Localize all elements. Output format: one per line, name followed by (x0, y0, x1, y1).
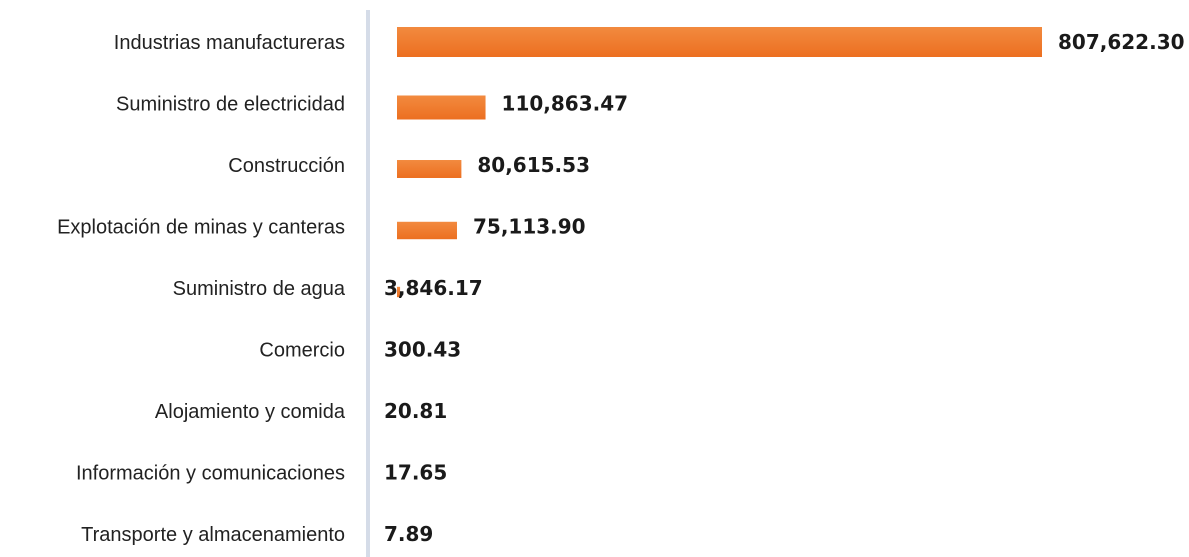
category-label: Explotación de minas y canteras (57, 217, 345, 239)
category-label: Construcción (228, 155, 345, 177)
category-label: Suministro de electricidad (116, 94, 345, 116)
category-label: Suministro de agua (173, 278, 346, 300)
bar (397, 160, 462, 178)
bar (397, 27, 1042, 57)
category-label: Alojamiento y comida (155, 401, 346, 423)
bar (397, 221, 457, 240)
category-label: Información y comunicaciones (76, 463, 345, 485)
value-label: 20.81 (384, 399, 447, 423)
value-label: 3,846.17 (384, 276, 483, 300)
value-label: 7.89 (384, 522, 433, 546)
value-label: 300.43 (384, 338, 461, 362)
value-label: 110,863.47 (502, 92, 629, 116)
category-label: Transporte y almacenamiento (81, 524, 345, 546)
value-label: 75,113.90 (473, 215, 586, 239)
bar (397, 286, 401, 298)
category-label: Industrias manufactureras (114, 32, 345, 54)
category-label: Comercio (259, 340, 345, 362)
value-label: 80,615.53 (477, 153, 590, 177)
bar (397, 95, 486, 120)
value-label: 17.65 (384, 461, 447, 485)
value-label: 807,622.30 (1058, 30, 1185, 54)
